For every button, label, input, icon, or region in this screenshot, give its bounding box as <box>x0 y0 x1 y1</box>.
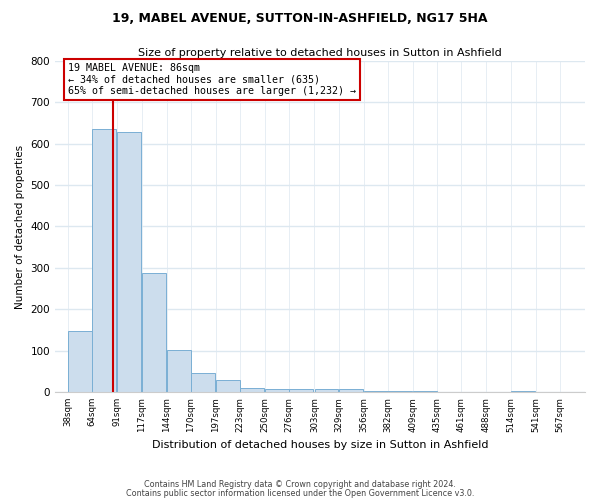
Bar <box>216 380 240 392</box>
Bar <box>265 388 289 392</box>
Bar <box>142 273 166 392</box>
Bar <box>388 391 412 392</box>
Text: Contains public sector information licensed under the Open Government Licence v3: Contains public sector information licen… <box>126 488 474 498</box>
Bar <box>92 130 116 392</box>
Bar <box>68 330 92 392</box>
Y-axis label: Number of detached properties: Number of detached properties <box>15 144 25 308</box>
Bar <box>167 350 191 392</box>
X-axis label: Distribution of detached houses by size in Sutton in Ashfield: Distribution of detached houses by size … <box>152 440 488 450</box>
Bar <box>118 132 142 392</box>
Text: 19 MABEL AVENUE: 86sqm
← 34% of detached houses are smaller (635)
65% of semi-de: 19 MABEL AVENUE: 86sqm ← 34% of detached… <box>68 63 356 96</box>
Bar <box>511 391 535 392</box>
Bar <box>191 373 215 392</box>
Bar <box>413 391 437 392</box>
Bar <box>364 391 388 392</box>
Title: Size of property relative to detached houses in Sutton in Ashfield: Size of property relative to detached ho… <box>138 48 502 58</box>
Bar <box>339 388 362 392</box>
Bar <box>240 388 264 392</box>
Text: 19, MABEL AVENUE, SUTTON-IN-ASHFIELD, NG17 5HA: 19, MABEL AVENUE, SUTTON-IN-ASHFIELD, NG… <box>112 12 488 26</box>
Bar <box>289 388 313 392</box>
Text: Contains HM Land Registry data © Crown copyright and database right 2024.: Contains HM Land Registry data © Crown c… <box>144 480 456 489</box>
Bar <box>314 388 338 392</box>
